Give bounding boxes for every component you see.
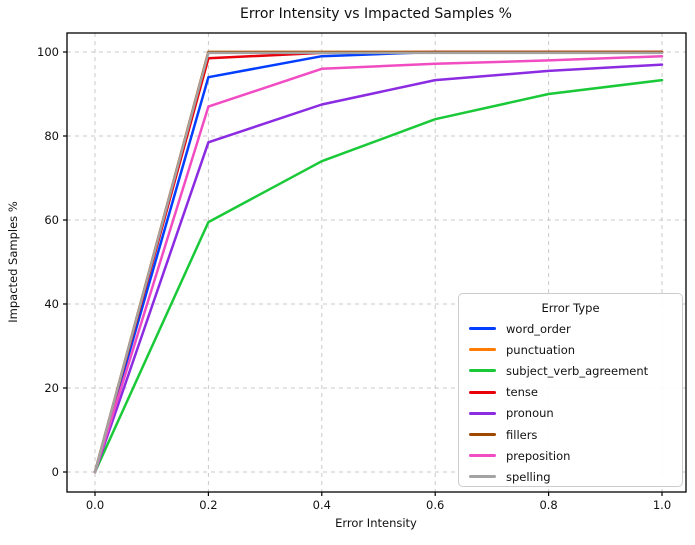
x-tick-label: 0.4 — [313, 498, 331, 512]
legend-item-label: spelling — [506, 469, 551, 484]
legend-item-label: tense — [506, 385, 538, 400]
series-line-subject_verb_agreement — [93, 78, 664, 474]
legend-line-swatch — [469, 411, 496, 415]
legend-item: punctuation — [459, 339, 682, 360]
legend: Error Type word_order punctuation subject_… — [458, 293, 683, 487]
legend-line-swatch — [469, 454, 496, 458]
y-tick-label: 40 — [44, 297, 59, 311]
legend-item: pronoun — [459, 403, 682, 424]
axes: 0.0 0.2 0.4 0.6 0.8 1.0 0 20 40 60 80 100 — [37, 32, 687, 512]
legend-line-swatch — [469, 475, 496, 479]
legend-item: word_order — [459, 318, 682, 339]
legend-item-label: subject_verb_agreement — [506, 363, 649, 378]
legend-line-swatch — [469, 348, 496, 352]
legend-items: word_order punctuation subject_verb_agreem… — [459, 318, 682, 488]
legend-line-swatch — [469, 369, 496, 373]
x-tick-label: 0.0 — [86, 498, 104, 512]
y-tick-label: 100 — [37, 45, 59, 59]
legend-item-label: fillers — [506, 427, 538, 442]
plot-border — [66, 32, 687, 493]
legend-item: fillers — [459, 424, 682, 445]
x-tick-label: 1.0 — [653, 498, 671, 512]
legend-item-label: pronoun — [506, 406, 554, 421]
x-tick-label: 0.6 — [426, 498, 444, 512]
y-tick-label: 60 — [44, 213, 59, 227]
x-tick-label: 0.2 — [199, 498, 217, 512]
series-line-preposition — [93, 54, 664, 474]
legend-line-swatch — [469, 433, 496, 437]
y-tick-label: 0 — [52, 465, 59, 479]
series-line-pronoun — [93, 63, 664, 474]
legend-item: preposition — [459, 445, 682, 466]
series-lines — [93, 50, 664, 474]
series-line-spelling — [93, 51, 664, 474]
x-tick-label: 0.8 — [539, 498, 557, 512]
legend-item: tense — [459, 382, 682, 403]
x-axis-label: Error Intensity — [335, 516, 417, 530]
legend-item: subject_verb_agreement — [459, 360, 682, 381]
y-tick-label: 80 — [44, 129, 59, 143]
chart-title: Error Intensity vs Impacted Samples % — [240, 6, 512, 22]
legend-item: spelling — [459, 466, 682, 487]
legend-item-label: punctuation — [506, 342, 576, 357]
legend-item-label: preposition — [506, 448, 571, 463]
y-axis-label: Impacted Samples % — [6, 201, 20, 323]
legend-line-swatch — [469, 390, 496, 394]
legend-line-swatch — [469, 327, 496, 331]
y-tick-label: 20 — [44, 381, 59, 395]
legend-item-label: word_order — [506, 321, 571, 336]
legend-title: Error Type — [541, 301, 600, 315]
